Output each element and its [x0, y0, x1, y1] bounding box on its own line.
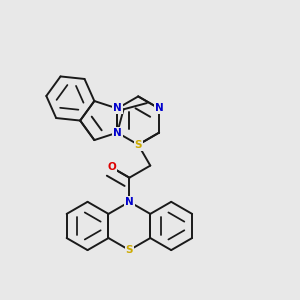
Text: N: N: [125, 197, 134, 207]
Text: N: N: [155, 103, 164, 113]
Text: S: S: [126, 245, 133, 255]
Text: O: O: [107, 162, 116, 172]
Text: N: N: [113, 128, 122, 138]
Text: N: N: [113, 103, 122, 113]
Text: S: S: [134, 140, 142, 150]
